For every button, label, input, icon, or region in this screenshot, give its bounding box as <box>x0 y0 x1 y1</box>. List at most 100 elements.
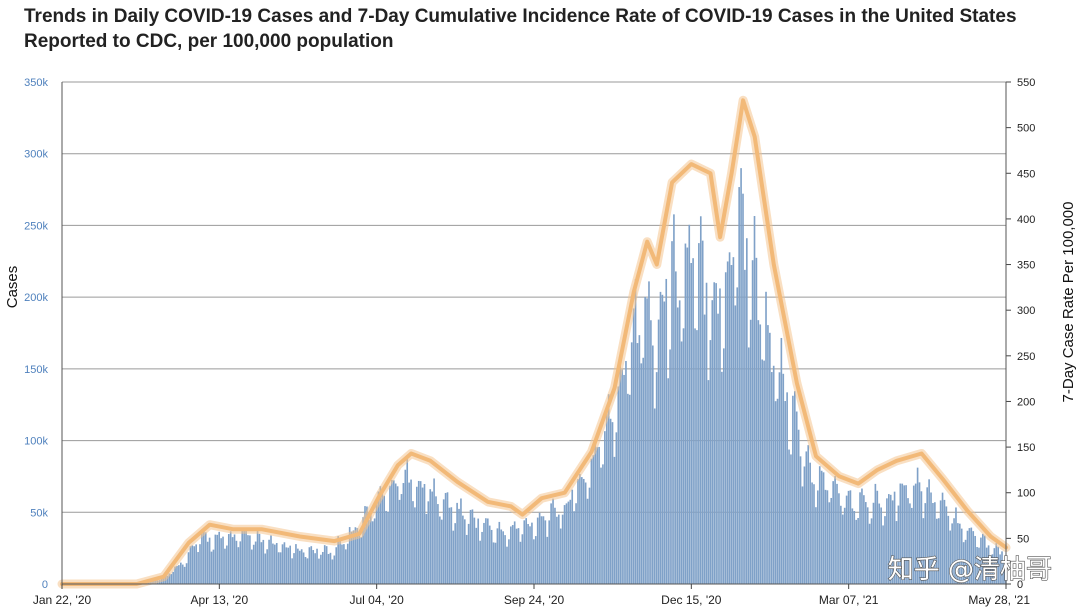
daily-case-bar <box>364 506 366 584</box>
daily-case-bar <box>249 535 251 584</box>
y-left-tick-label: 0 <box>42 579 48 591</box>
daily-case-bar <box>999 554 1001 584</box>
daily-case-bar <box>243 528 245 584</box>
daily-case-bar <box>180 562 182 584</box>
daily-case-bar <box>513 521 516 584</box>
daily-case-bar <box>264 553 267 584</box>
daily-case-bar <box>235 540 238 584</box>
daily-case-bar <box>183 566 186 584</box>
daily-case-bar <box>502 531 504 584</box>
daily-case-bar <box>421 487 424 584</box>
daily-case-bar <box>598 446 600 584</box>
daily-case-bar <box>477 518 480 584</box>
daily-case-bar <box>701 240 704 584</box>
daily-case-bar <box>550 503 552 584</box>
daily-case-bar <box>189 546 192 584</box>
daily-case-bar <box>778 372 781 584</box>
daily-case-bar <box>212 549 215 584</box>
daily-case-bar <box>383 495 386 584</box>
daily-case-bar <box>385 510 387 584</box>
daily-case-bar <box>962 542 965 584</box>
daily-case-bar <box>611 422 614 584</box>
daily-case-bar <box>358 535 361 584</box>
daily-case-bar <box>274 544 276 584</box>
daily-case-bar <box>444 492 447 584</box>
x-tick-label: Sep 24, '20 <box>504 593 565 607</box>
y-left-tick-label: 50k <box>30 507 48 519</box>
watermark: 知乎 @清柚哥 <box>888 555 1052 585</box>
daily-case-bar <box>792 395 794 584</box>
daily-case-bar <box>870 518 873 584</box>
daily-case-bar <box>492 542 495 584</box>
y-left-tick-label: 150k <box>24 364 48 376</box>
daily-case-bar <box>742 193 744 584</box>
daily-case-bar <box>488 525 491 584</box>
daily-case-bar <box>751 260 754 584</box>
daily-case-bar <box>473 517 476 584</box>
daily-case-bar <box>168 573 171 584</box>
daily-case-bar <box>753 216 756 584</box>
daily-case-bar <box>437 504 439 584</box>
daily-case-bar <box>170 574 173 584</box>
y-right-tick-label: 500 <box>1017 123 1035 135</box>
daily-case-bar <box>166 575 169 584</box>
daily-case-bar <box>465 534 468 584</box>
y-right-tick-label: 400 <box>1017 214 1035 226</box>
daily-case-bar <box>345 549 347 584</box>
daily-case-bar <box>859 492 861 584</box>
daily-case-bar <box>490 529 493 584</box>
daily-case-bar <box>675 271 677 584</box>
daily-case-bar <box>976 546 978 584</box>
daily-case-bar <box>302 552 305 584</box>
daily-case-bar <box>600 467 602 584</box>
y-right-tick-label: 0 <box>1017 579 1023 591</box>
daily-case-bar <box>433 478 435 584</box>
daily-case-bar <box>686 247 689 584</box>
daily-case-bar <box>226 545 228 584</box>
rate-line-layer <box>57 95 1011 589</box>
daily-case-bar <box>245 528 247 584</box>
daily-case-bar <box>375 504 378 584</box>
daily-case-bar <box>951 523 953 584</box>
daily-case-bar <box>707 380 710 584</box>
daily-case-bar <box>258 533 261 584</box>
daily-case-bar <box>621 369 623 584</box>
daily-case-bar <box>440 519 443 584</box>
daily-case-bar <box>657 319 660 584</box>
daily-case-bar <box>987 545 990 584</box>
daily-case-bar <box>216 534 219 584</box>
daily-case-bar <box>782 373 785 584</box>
daily-case-bar <box>496 528 499 584</box>
chart-title: Trends in Daily COVID-19 Cases and 7-Day… <box>24 6 1017 52</box>
daily-case-bar <box>682 328 685 584</box>
daily-case-bar <box>195 544 197 584</box>
daily-case-bar <box>204 532 207 584</box>
daily-case-bar <box>481 531 483 584</box>
daily-case-bar <box>632 308 635 584</box>
daily-case-bar <box>241 530 244 584</box>
daily-case-bar <box>588 487 591 584</box>
daily-case-bar <box>450 507 453 584</box>
daily-case-bar <box>857 517 859 584</box>
daily-case-bar <box>214 534 217 584</box>
daily-case-bar <box>995 543 998 584</box>
daily-case-bar <box>479 540 481 584</box>
daily-case-bar <box>680 341 683 584</box>
daily-case-bar <box>953 518 955 584</box>
daily-case-bar <box>920 491 923 584</box>
daily-case-bar <box>448 507 451 584</box>
daily-case-bars <box>62 168 1007 585</box>
daily-case-bar <box>525 518 527 584</box>
daily-case-bar <box>964 539 967 584</box>
daily-case-bar <box>728 252 731 584</box>
daily-case-bar <box>958 523 961 584</box>
daily-case-bar <box>356 528 359 584</box>
daily-case-bar <box>960 528 963 584</box>
daily-case-bar <box>463 519 466 584</box>
daily-case-bar <box>229 531 232 584</box>
daily-case-bar <box>586 498 589 584</box>
daily-case-bar <box>373 518 376 584</box>
daily-case-bar <box>609 418 612 584</box>
daily-case-bar <box>807 445 810 584</box>
daily-case-bar <box>389 485 391 584</box>
